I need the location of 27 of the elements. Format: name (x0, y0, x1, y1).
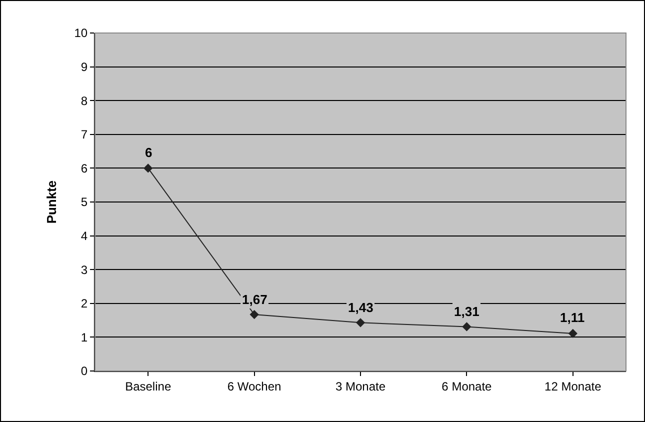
y-tick-label: 2 (80, 296, 88, 311)
x-tick-label: 12 Monate (544, 379, 602, 394)
data-label: 6 (145, 145, 152, 160)
point (462, 322, 472, 332)
y-tick-label: 4 (80, 229, 88, 243)
data-label: 1,11 (560, 310, 585, 325)
y-tick-label: 1 (80, 330, 88, 344)
x-tick-label: 6 Monate (442, 379, 492, 394)
y-tick-label: 8 (80, 94, 88, 108)
point (568, 328, 578, 338)
x-tick-label: 6 Wochen (227, 379, 282, 394)
y-tick-label: 7 (80, 128, 88, 142)
point (144, 164, 153, 173)
data-label: 1,31 (454, 304, 480, 319)
y-tick-label: 6 (80, 161, 88, 176)
y-tick-label: 9 (80, 60, 88, 74)
y-tick-label: 5 (80, 195, 88, 210)
x-tick-label: 3 Monate (335, 379, 386, 394)
point (250, 310, 259, 320)
data-label: 1,43 (348, 300, 374, 315)
y-tick-label: 3 (80, 262, 88, 277)
x-tick-label: Baseline (125, 379, 172, 394)
y-tick-label: 10 (74, 26, 88, 40)
y-tick-label: 0 (80, 364, 88, 378)
data-label: 1,67 (242, 292, 268, 307)
point (356, 318, 366, 328)
y-axis-title: Punkte (44, 180, 60, 224)
